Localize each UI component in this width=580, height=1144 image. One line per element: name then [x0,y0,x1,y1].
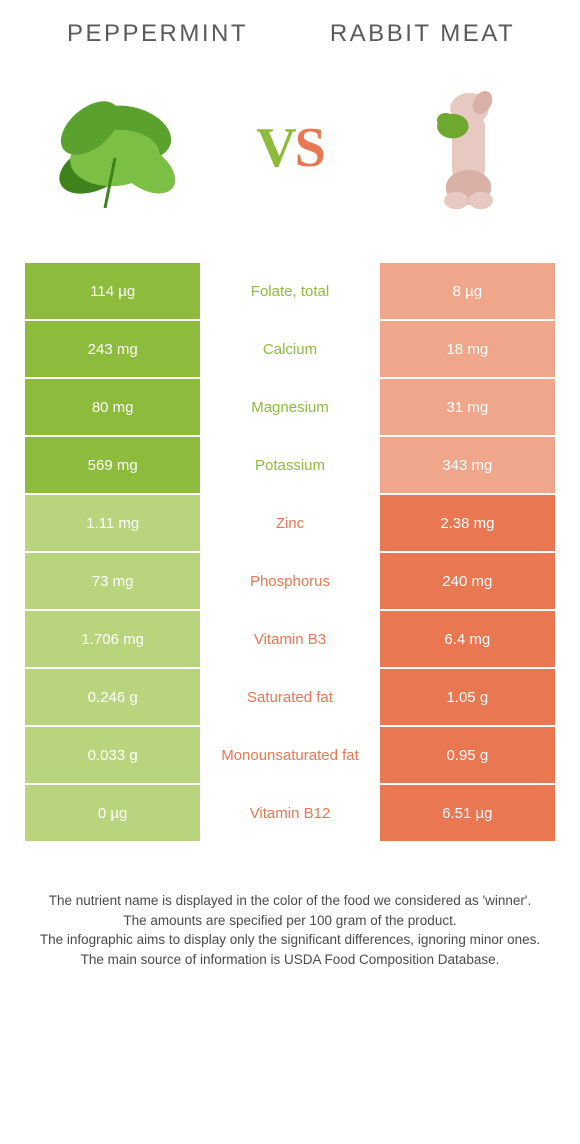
left-value-cell: 243 mg [25,321,202,377]
nutrient-name-cell: Vitamin B12 [202,785,377,841]
nutrient-row: 0.033 gMonounsaturated fat0.95 g [25,727,555,783]
nutrient-name-cell: Monounsaturated fat [202,727,377,783]
left-value-cell: 0.033 g [25,727,202,783]
nutrient-row: 80 mgMagnesium31 mg [25,379,555,435]
title-row: Peppermint Rabbit meat [25,20,555,48]
vs-v: V [256,117,294,179]
nutrient-name-cell: Potassium [202,437,377,493]
right-value-cell: 1.05 g [378,669,555,725]
footer-line: The main source of information is USDA F… [35,950,545,970]
rabbit-meat-image [385,68,545,228]
right-value-cell: 0.95 g [378,727,555,783]
footer-line: The infographic aims to display only the… [35,930,545,950]
nutrient-name-cell: Vitamin B3 [202,611,377,667]
peppermint-icon [35,68,195,228]
nutrient-table: 114 µgFolate, total8 µg243 mgCalcium18 m… [25,263,555,841]
nutrient-name-cell: Phosphorus [202,553,377,609]
nutrient-row: 243 mgCalcium18 mg [25,321,555,377]
nutrient-row: 1.706 mgVitamin B36.4 mg [25,611,555,667]
nutrient-row: 569 mgPotassium343 mg [25,437,555,493]
left-value-cell: 0 µg [25,785,202,841]
footer-notes: The nutrient name is displayed in the co… [25,891,555,969]
right-value-cell: 2.38 mg [378,495,555,551]
nutrient-name-cell: Zinc [202,495,377,551]
nutrient-row: 114 µgFolate, total8 µg [25,263,555,319]
footer-line: The nutrient name is displayed in the co… [35,891,545,911]
right-value-cell: 6.51 µg [378,785,555,841]
right-value-cell: 343 mg [378,437,555,493]
peppermint-image [35,68,195,228]
footer-line: The amounts are specified per 100 gram o… [35,911,545,931]
left-food-title: Peppermint [25,20,290,48]
left-value-cell: 569 mg [25,437,202,493]
nutrient-row: 0 µgVitamin B126.51 µg [25,785,555,841]
left-value-cell: 1.11 mg [25,495,202,551]
nutrient-row: 1.11 mgZinc2.38 mg [25,495,555,551]
right-value-cell: 240 mg [378,553,555,609]
right-value-cell: 6.4 mg [378,611,555,667]
nutrient-name-cell: Calcium [202,321,377,377]
left-value-cell: 0.246 g [25,669,202,725]
vs-label: VS [256,116,324,180]
left-value-cell: 114 µg [25,263,202,319]
left-value-cell: 73 mg [25,553,202,609]
right-value-cell: 8 µg [378,263,555,319]
nutrient-row: 73 mgPhosphorus240 mg [25,553,555,609]
left-value-cell: 1.706 mg [25,611,202,667]
nutrient-name-cell: Magnesium [202,379,377,435]
right-value-cell: 31 mg [378,379,555,435]
infographic-page: Peppermint Rabbit meat VS [0,0,580,1009]
right-food-title: Rabbit meat [290,20,555,48]
nutrient-row: 0.246 gSaturated fat1.05 g [25,669,555,725]
nutrient-name-cell: Folate, total [202,263,377,319]
right-value-cell: 18 mg [378,321,555,377]
vs-s: S [295,117,324,179]
nutrient-name-cell: Saturated fat [202,669,377,725]
hero-row: VS [25,68,555,228]
left-value-cell: 80 mg [25,379,202,435]
rabbit-meat-icon [395,68,535,228]
